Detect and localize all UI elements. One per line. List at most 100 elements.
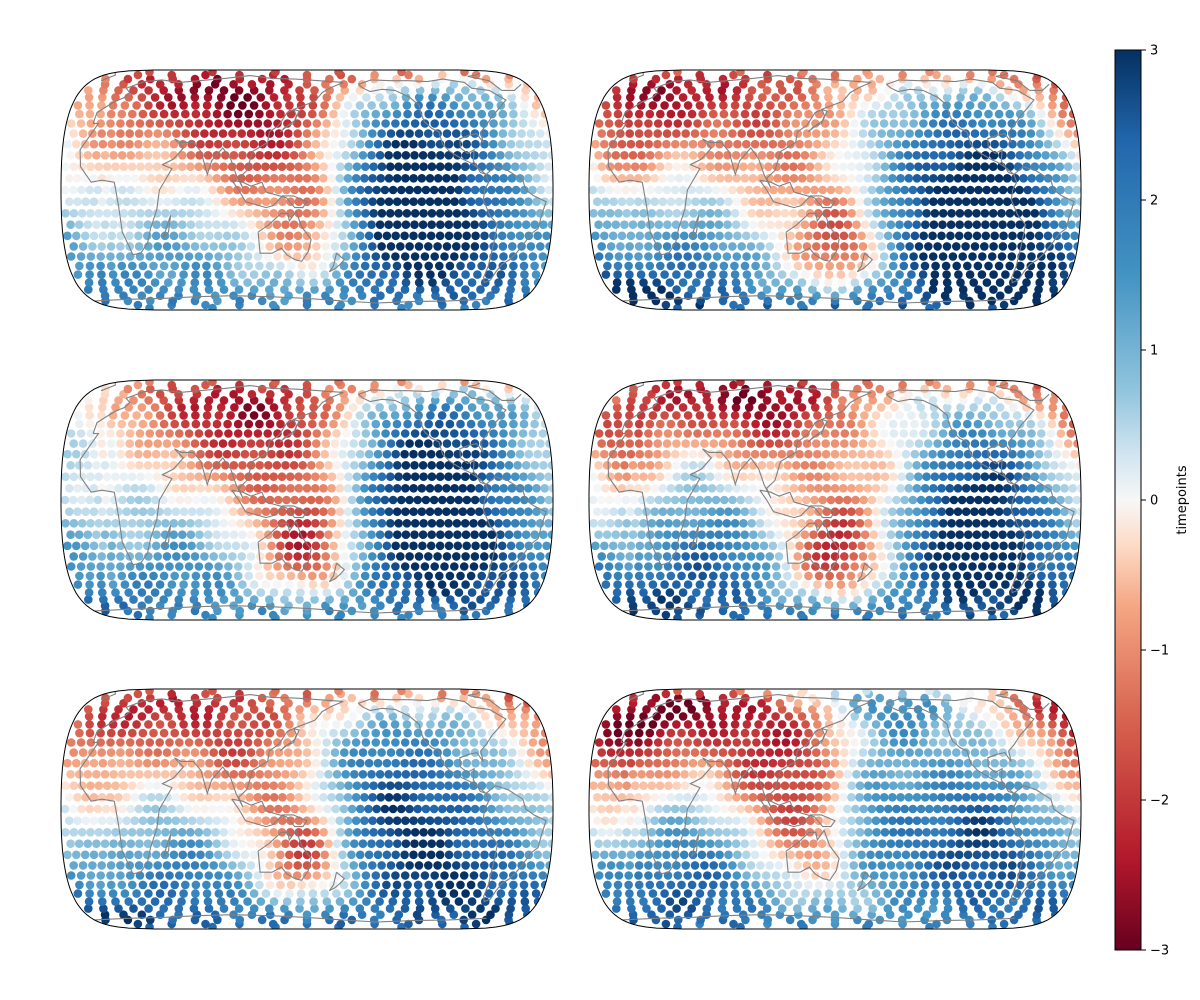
data-point bbox=[702, 86, 712, 95]
data-point bbox=[681, 552, 690, 561]
data-point bbox=[766, 411, 775, 420]
data-point bbox=[997, 209, 1006, 218]
data-point bbox=[813, 449, 822, 459]
data-point bbox=[397, 303, 406, 310]
data-point bbox=[698, 571, 707, 581]
data-point bbox=[672, 209, 682, 218]
data-point bbox=[414, 242, 424, 251]
data-point bbox=[880, 209, 890, 218]
data-point bbox=[846, 109, 856, 119]
data-point bbox=[536, 439, 545, 448]
data-point bbox=[165, 562, 174, 571]
data-point bbox=[424, 880, 434, 890]
data-point bbox=[203, 530, 213, 539]
data-point bbox=[757, 530, 767, 539]
data-point bbox=[683, 270, 693, 279]
data-point bbox=[269, 403, 279, 412]
data-point bbox=[388, 403, 398, 412]
data-point bbox=[332, 429, 341, 438]
data-point bbox=[481, 93, 490, 102]
data-point bbox=[1038, 209, 1048, 218]
data-point bbox=[517, 439, 526, 448]
data-point bbox=[380, 495, 390, 505]
data-point bbox=[972, 472, 981, 482]
data-point bbox=[358, 530, 368, 539]
data-point bbox=[1052, 507, 1061, 516]
data-point bbox=[371, 880, 381, 890]
data-point bbox=[910, 109, 919, 119]
data-point bbox=[603, 419, 612, 429]
data-point bbox=[284, 439, 293, 448]
data-point bbox=[329, 449, 338, 459]
data-point bbox=[410, 220, 419, 229]
data-point bbox=[427, 530, 437, 539]
data-point bbox=[837, 588, 846, 597]
data-point bbox=[857, 419, 866, 429]
data-point bbox=[1048, 185, 1057, 195]
data-point bbox=[824, 270, 834, 279]
data-point bbox=[126, 461, 136, 470]
data-point bbox=[219, 904, 229, 913]
data-point bbox=[119, 472, 129, 482]
data-point bbox=[663, 461, 672, 470]
data-point bbox=[150, 93, 160, 102]
data-point bbox=[830, 231, 840, 241]
data-point bbox=[426, 139, 436, 149]
data-point bbox=[209, 439, 218, 448]
data-point bbox=[76, 871, 86, 880]
data-point bbox=[1027, 119, 1036, 128]
data-point bbox=[756, 439, 765, 448]
data-point bbox=[980, 209, 990, 218]
data-point bbox=[653, 429, 663, 438]
data-point bbox=[756, 242, 765, 251]
data-point bbox=[849, 601, 858, 610]
data-point bbox=[427, 472, 437, 482]
data-point bbox=[747, 285, 757, 294]
data-point bbox=[677, 419, 686, 429]
data-point bbox=[834, 495, 844, 505]
data-point bbox=[397, 922, 406, 929]
data-point bbox=[808, 396, 817, 405]
data-point bbox=[388, 185, 398, 195]
data-point bbox=[674, 296, 683, 306]
data-point bbox=[312, 552, 321, 561]
data-point bbox=[191, 889, 200, 898]
data-point bbox=[786, 541, 795, 551]
data-point bbox=[322, 403, 332, 412]
data-point bbox=[597, 129, 606, 138]
data-point bbox=[135, 151, 144, 160]
data-point bbox=[440, 871, 449, 880]
data-point bbox=[761, 419, 771, 429]
data-point bbox=[456, 419, 465, 429]
data-point bbox=[532, 174, 541, 183]
data-point bbox=[616, 552, 625, 561]
data-point bbox=[680, 151, 689, 160]
data-point bbox=[159, 185, 168, 195]
data-point bbox=[267, 449, 276, 459]
data-point bbox=[134, 231, 143, 241]
data-point bbox=[748, 174, 758, 183]
data-point bbox=[499, 119, 508, 128]
data-point bbox=[183, 495, 193, 505]
data-point bbox=[711, 495, 721, 505]
data-point bbox=[1056, 429, 1066, 438]
data-point bbox=[400, 139, 409, 149]
data-point bbox=[191, 261, 201, 271]
data-point bbox=[484, 580, 494, 589]
data-point bbox=[1035, 588, 1044, 597]
data-point bbox=[671, 220, 681, 229]
data-point bbox=[797, 93, 807, 102]
coastline bbox=[94, 295, 487, 304]
data-point bbox=[312, 861, 321, 870]
data-point bbox=[212, 109, 222, 119]
data-point bbox=[879, 429, 889, 438]
data-point bbox=[638, 495, 647, 505]
data-point bbox=[168, 606, 177, 616]
data-point bbox=[444, 220, 454, 229]
data-point bbox=[435, 571, 444, 581]
data-point bbox=[665, 291, 675, 301]
data-point bbox=[947, 209, 956, 218]
data-point bbox=[814, 472, 823, 482]
data-point bbox=[919, 449, 928, 459]
data-point bbox=[442, 174, 451, 183]
